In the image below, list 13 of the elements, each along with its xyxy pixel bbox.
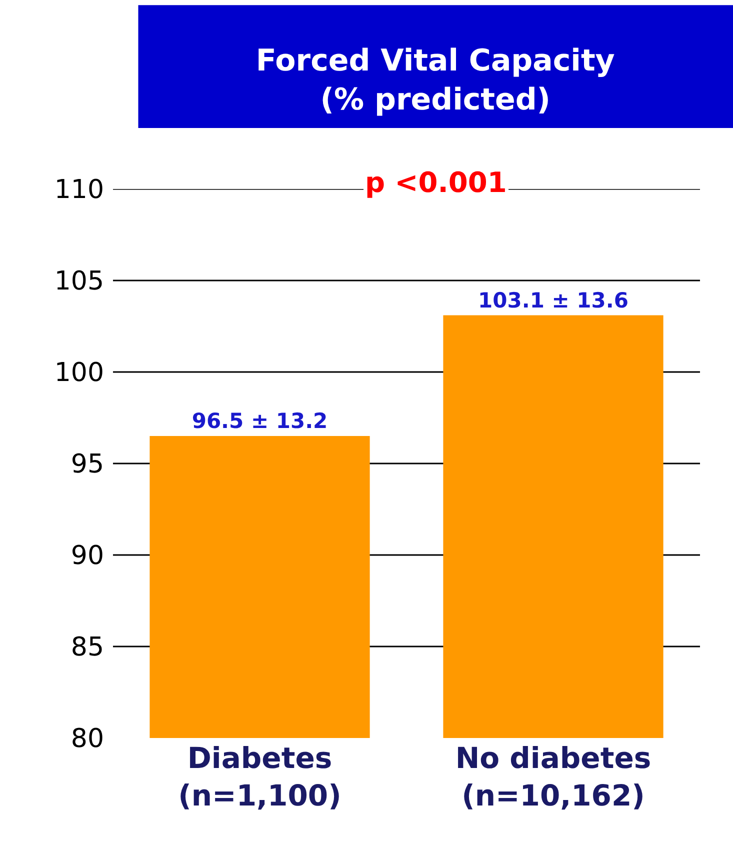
x-tick-label: Diabetes (n=1,100): [178, 741, 342, 813]
x-tick-label: No diabetes (n=10,162): [455, 741, 652, 813]
y-tick-label: 110: [54, 175, 104, 206]
data-label: 103.1 ± 13.6: [478, 288, 628, 312]
annotation: p <0.001: [365, 166, 507, 199]
chart-title: Forced Vital Capacity (% predicted): [256, 43, 616, 118]
y-tick-label: 80: [70, 724, 104, 754]
y-tick-label: 95: [70, 450, 104, 480]
y-tick-label: 105: [54, 266, 104, 297]
y-tick-label: 85: [70, 632, 104, 663]
y-tick-label: 100: [54, 358, 104, 388]
data-label: 96.5 ± 13.2: [192, 409, 328, 434]
y-tick-label: 90: [70, 541, 104, 572]
